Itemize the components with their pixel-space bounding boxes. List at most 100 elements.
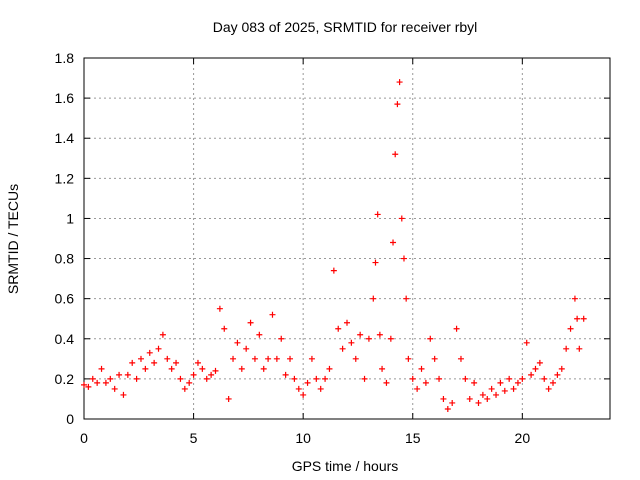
x-axis-label: GPS time / hours — [292, 458, 399, 474]
data-point — [370, 295, 377, 302]
data-point — [251, 355, 258, 362]
y-tick-label: 0.8 — [55, 251, 75, 267]
data-point — [177, 375, 184, 382]
data-point — [234, 339, 241, 346]
data-point — [120, 391, 127, 398]
data-point — [326, 365, 333, 372]
data-point — [81, 381, 87, 388]
data-point — [536, 359, 543, 366]
x-tick-label: 0 — [80, 430, 88, 446]
data-point — [457, 355, 464, 362]
data-point — [484, 395, 491, 402]
data-point — [352, 355, 359, 362]
data-point — [208, 371, 215, 378]
data-point — [400, 255, 407, 262]
data-point — [444, 405, 451, 412]
data-point — [449, 399, 456, 406]
data-point — [510, 385, 517, 392]
data-point — [519, 375, 526, 382]
data-point — [133, 375, 140, 382]
data-point — [194, 359, 201, 366]
plot-frame — [83, 57, 611, 420]
data-point — [479, 391, 486, 398]
data-point — [528, 371, 535, 378]
data-point — [361, 375, 368, 382]
data-point — [291, 375, 298, 382]
data-point — [173, 359, 180, 366]
data-point — [396, 79, 403, 86]
data-point — [471, 379, 478, 386]
data-point — [116, 371, 123, 378]
data-point — [403, 295, 410, 302]
data-point — [203, 375, 210, 382]
y-tick-label: 1.6 — [55, 90, 75, 106]
y-tick-label: 0.4 — [55, 331, 75, 347]
data-point — [387, 335, 394, 342]
data-point — [94, 379, 101, 386]
data-point — [394, 101, 401, 108]
x-tick-label: 20 — [515, 430, 531, 446]
data-point — [190, 371, 197, 378]
data-point — [89, 375, 96, 382]
data-point — [199, 365, 206, 372]
data-point — [414, 385, 421, 392]
data-point — [300, 391, 307, 398]
x-tick-label: 10 — [295, 430, 311, 446]
data-point — [422, 379, 429, 386]
data-point — [137, 355, 144, 362]
data-point — [102, 379, 109, 386]
data-point — [107, 375, 114, 382]
x-tick-label: 5 — [190, 430, 198, 446]
y-tick-label: 1 — [66, 210, 74, 226]
data-point — [418, 365, 425, 372]
data-point — [247, 319, 254, 326]
data-point — [313, 375, 320, 382]
data-point — [304, 379, 311, 386]
data-point — [532, 365, 539, 372]
data-point — [212, 367, 219, 374]
data-point — [545, 385, 552, 392]
data-point — [558, 365, 565, 372]
data-point — [462, 375, 469, 382]
data-point — [317, 385, 324, 392]
data-point — [85, 383, 92, 390]
data-point — [142, 365, 149, 372]
data-point — [124, 371, 131, 378]
data-point — [230, 355, 237, 362]
data-point — [372, 259, 379, 266]
data-point — [501, 387, 508, 394]
data-point — [335, 325, 342, 332]
data-point — [225, 395, 232, 402]
data-point — [409, 375, 416, 382]
data-point — [431, 355, 438, 362]
data-point — [488, 385, 495, 392]
data-points — [81, 79, 587, 412]
data-point — [376, 331, 383, 338]
data-point — [427, 335, 434, 342]
data-point — [567, 325, 574, 332]
data-point — [398, 215, 405, 222]
data-point — [550, 379, 557, 386]
data-point — [440, 395, 447, 402]
data-point — [129, 359, 136, 366]
data-point — [238, 365, 245, 372]
data-point — [269, 311, 276, 318]
data-point — [164, 355, 171, 362]
data-point — [580, 315, 587, 322]
data-point — [186, 379, 193, 386]
data-point — [392, 151, 399, 158]
data-point — [374, 211, 381, 218]
grid — [84, 58, 610, 419]
data-point — [260, 365, 267, 372]
data-point — [282, 371, 289, 378]
data-point — [308, 355, 315, 362]
x-tick-label: 15 — [405, 430, 421, 446]
data-point — [453, 325, 460, 332]
data-point — [506, 375, 513, 382]
data-point — [216, 305, 223, 312]
data-point — [563, 345, 570, 352]
y-axis-label: SRMTID / TECUs — [5, 184, 21, 294]
data-point — [574, 315, 581, 322]
data-point — [181, 385, 188, 392]
data-point — [273, 355, 280, 362]
